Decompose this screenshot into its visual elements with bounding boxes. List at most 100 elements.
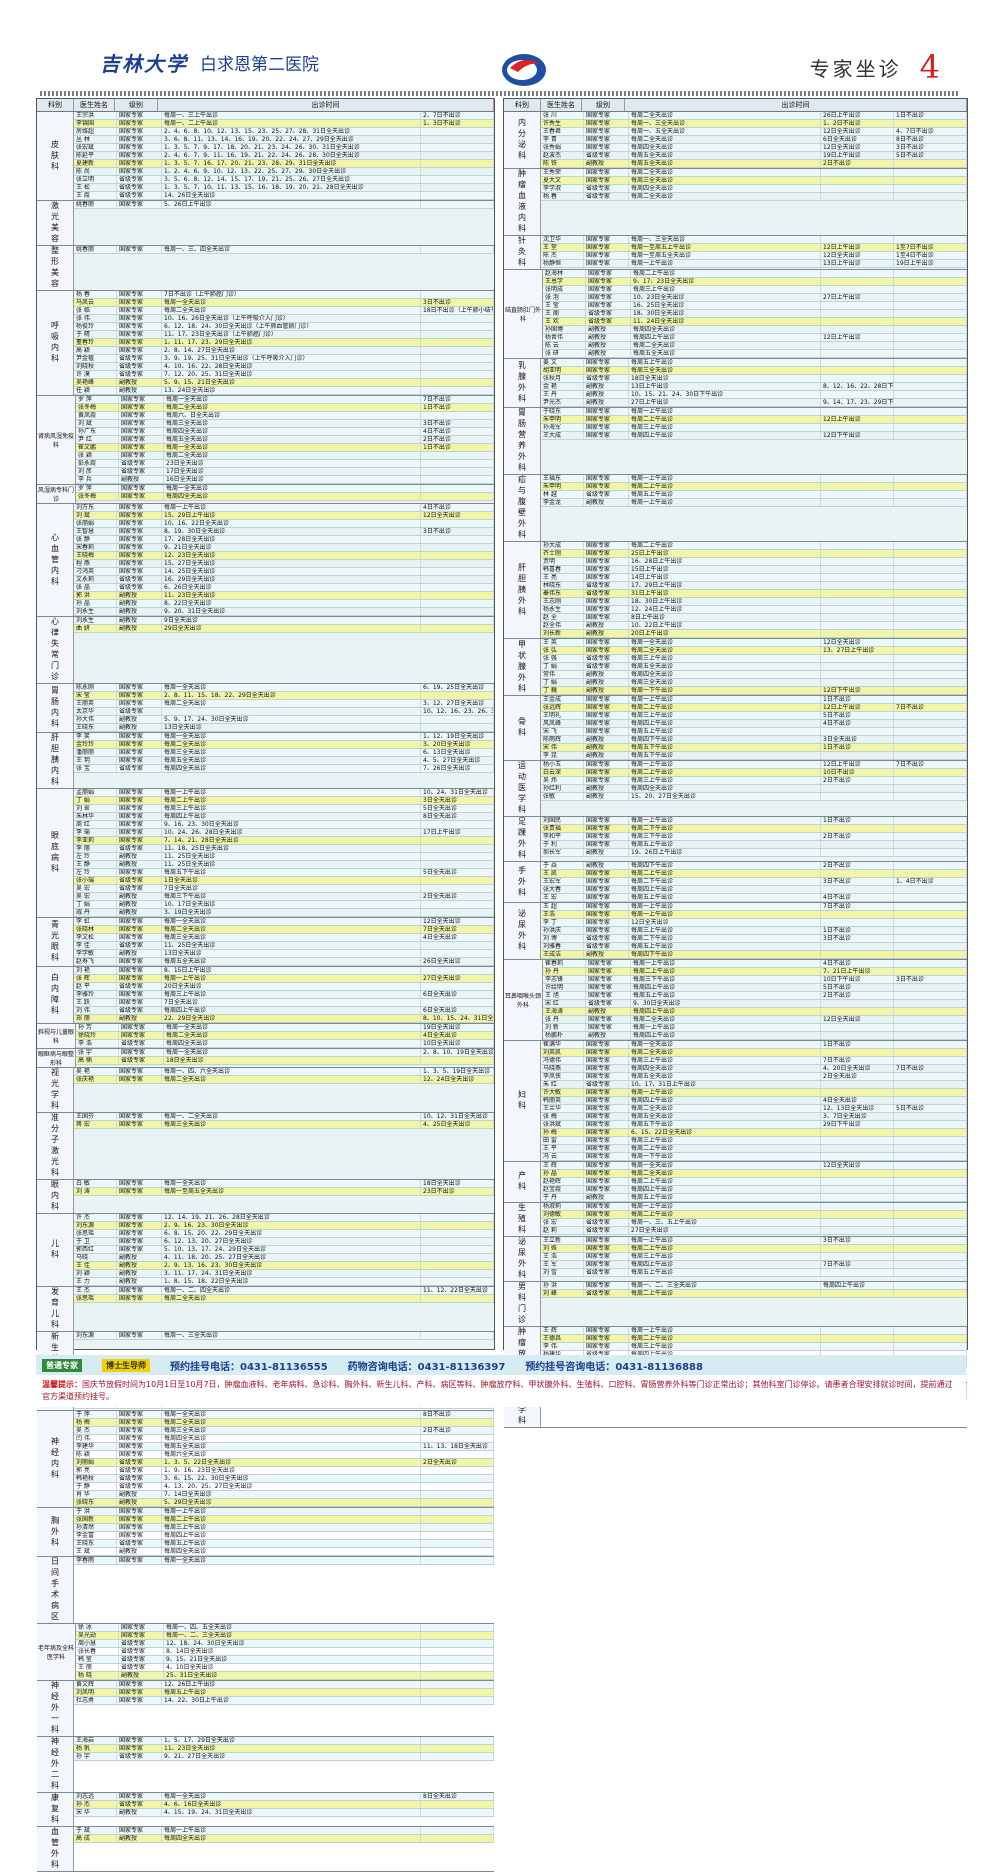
schedule-note [421, 1451, 494, 1458]
schedule-time: 每周三全天出诊 [164, 420, 421, 427]
schedule-note [421, 1809, 494, 1816]
doctor-name: 罗 萍 [76, 485, 119, 492]
doctor-level: 国家专家 [584, 236, 629, 243]
schedule-note [421, 544, 494, 551]
schedule-note [821, 483, 894, 490]
schedule-time: 每周五全天出诊 [162, 757, 421, 764]
schedule-note: 12、24日全天出诊 [421, 1076, 494, 1083]
schedule-row: 韩艳秋 省级专家 3、6、15、22、30日全天出诊 [74, 1475, 494, 1483]
doctor-level: 省级专家 [584, 1290, 629, 1297]
schedule-row: 李 佳省级专家 11、25日全天出诊 [74, 942, 494, 950]
doctor-name: 王 凯 [541, 870, 584, 877]
doctor-name: 于 洪 [74, 1508, 117, 1515]
dept-name: 风湿病专科门诊 [37, 485, 76, 503]
doctor-level: 国家专家 [117, 1681, 162, 1688]
dept-name: 结直肠肛门外科 [504, 270, 543, 358]
schedule-note [421, 339, 494, 346]
schedule-note: 29日下午出诊 [821, 1121, 894, 1128]
doctor-name: 吴 炜 [541, 777, 584, 784]
schedule-time: 2、4、6、7、9、11、16、19、21、22、24、26、28、30日全天出… [162, 152, 421, 159]
doctor-level: 国家专家 [117, 1451, 162, 1458]
schedule-row: 赵波杰 省级专家 每周五全天出诊 19日上午出诊 5日不出诊 [541, 152, 967, 160]
schedule-time: 5、29日全天出诊 [162, 1499, 421, 1506]
schedule-note [421, 323, 494, 330]
schedule-time: 每周三全天出诊 [629, 679, 821, 686]
doctor-name: 程 燕 [74, 560, 117, 567]
doctor-level: 国家专家 [586, 302, 631, 309]
schedule-row: 王 阁省级专家 18、30日全天出诊 [543, 310, 967, 318]
doctor-name: 潘丽丽 [74, 749, 117, 756]
schedule-note [421, 1254, 494, 1261]
doctor-level: 国家专家 [117, 1222, 162, 1229]
schedule-note-2: 1日不出诊 [894, 112, 967, 119]
doctor-name: 杨俊玲 [74, 323, 117, 330]
schedule-row: 郭 洪副教授 11、23日全天出诊 [74, 592, 494, 600]
schedule-note-2 [894, 841, 967, 848]
dept-name: 老年病及全科医学科 [37, 1624, 76, 1680]
schedule-row: 罗 萍国家专家 每周一全天出诊 [76, 485, 494, 493]
schedule-time: 12、24日上午出诊 [629, 606, 821, 613]
schedule-note [821, 491, 894, 498]
schedule-row: 赵 全国家专家 8日上午出诊 [541, 614, 967, 622]
schedule-note-2 [894, 1253, 967, 1260]
doctor-name: 王晓梅 [74, 552, 117, 559]
schedule-note-2: 19日上午出诊 [894, 260, 967, 267]
doctor-level: 国家专家 [117, 1532, 162, 1539]
doctor-name: 王 跃 [74, 999, 117, 1006]
schedule-time: 每周五下午出诊 [629, 744, 821, 751]
schedule-note: 10日下午出诊 [821, 976, 894, 983]
doctor-level: 国家专家 [117, 926, 162, 933]
doctor-name: 李学淑 [541, 185, 584, 192]
doctor-name: 王秀荣 [541, 169, 584, 176]
schedule-time: 6、12、18、24、30日全天出诊（上午肺血管病门诊） [162, 323, 421, 330]
doctor-name: 许大敏 [541, 1089, 584, 1096]
schedule-time: 1、3、5、7、9、17、18、20、21、23、24、26、30、31日全天出… [162, 144, 421, 151]
page-number: 4 [919, 48, 940, 86]
doctor-name: 夏建新 [74, 160, 117, 167]
schedule-time: 每周五上午出诊 [629, 359, 821, 366]
doctor-level: 国家专家 [584, 144, 629, 151]
schedule-time: 18、30日全天出诊 [631, 310, 821, 317]
doctor-level: 副教授 [117, 716, 162, 723]
schedule-note: 8日不出诊 [421, 1411, 494, 1418]
consult-phone-number: 0431-81136888 [615, 1361, 703, 1373]
dept-block: 肿瘤血液内科 王秀荣 国家专家 每周二全天出诊 夏大文 国家专家 每周三全天出诊 李学淑 省级专… [504, 169, 967, 236]
schedule-row: 孟丽娟 国家专家 每周一上午出诊 10、24、31日全天出诊 [74, 789, 494, 797]
schedule-time: 每周四全天出诊 [629, 185, 821, 192]
dept-name: 针灸科 [504, 236, 541, 269]
schedule-row: 杨静恒 国家专家 每周一上午出诊 13日上午出诊 19日上午出诊 [541, 260, 967, 268]
schedule-note [421, 901, 494, 908]
schedule-note-2 [894, 1178, 967, 1185]
schedule-row: 蒋 宏国家专家 每周三全天出诊 4、25日全天出诊 [74, 1121, 494, 1129]
doctor-name: 刘永生 [74, 608, 117, 615]
schedule-time: 1日全天出诊 [162, 877, 421, 884]
schedule-row: 彭永霞 省级专家 23日全天出诊 [76, 460, 494, 468]
doctor-name: 王国芬 [74, 1113, 117, 1120]
schedule-time: 每周一上午出诊 [629, 408, 821, 415]
dept-block: 康复科 刘志远 国家专家 每周一全天出诊 8日全天出诊孙 杰省级专家 4、6、16日全天出… [37, 1793, 494, 1827]
doctor-level: 副教授 [584, 687, 629, 694]
doctor-level: 国家专家 [584, 252, 629, 259]
schedule-note: 7、26日全天出诊 [421, 765, 494, 772]
schedule-note-2 [894, 491, 967, 498]
schedule-note: 7日不出诊 [821, 903, 894, 910]
schedule-note [821, 1008, 894, 1015]
schedule-note-2 [894, 1129, 967, 1136]
schedule-row: 王成洁 副教授 每周四下午出诊 [541, 951, 967, 959]
doctor-name: 尹金植 [74, 355, 117, 362]
schedule-time: 每周二上午出诊 [162, 797, 421, 804]
doctor-name: 胡亚明 [541, 367, 584, 374]
schedule-note [421, 160, 494, 167]
schedule-note [421, 315, 494, 322]
dept-block: 整形美容 姚春丽 国家专家 每周一、三、四全天出诊 [37, 246, 494, 291]
doctor-name: 王 阁 [543, 310, 586, 317]
schedule-time: 15日上午出诊 [629, 566, 821, 573]
legend-badge-expert: 普通专家 [42, 1358, 82, 1372]
schedule-time: 每周四上午出诊 [629, 1097, 821, 1104]
doctor-name: 孙 丹 [543, 968, 586, 975]
doctor-level: 国家专家 [117, 991, 162, 998]
doctor-name: 陈雨辉 [541, 736, 584, 743]
doctor-name: 文永莉 [74, 576, 117, 583]
doctor-level: 副教授 [117, 1835, 162, 1842]
schedule-time: 每周一上午出诊 [629, 911, 821, 918]
